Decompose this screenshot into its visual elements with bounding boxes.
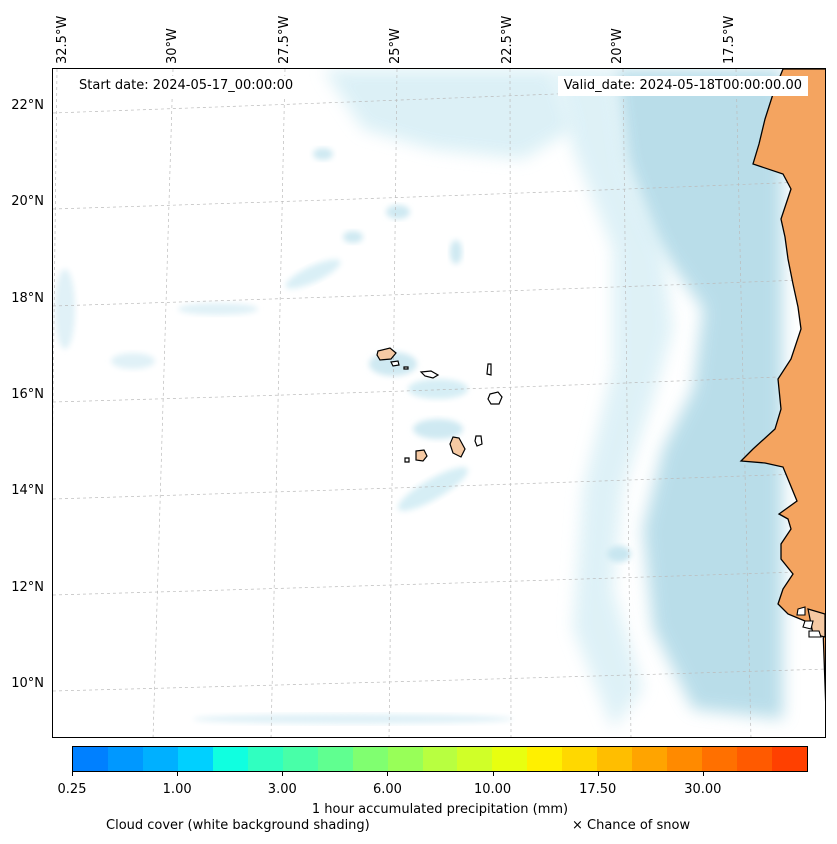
colorbar-tick-mark: [492, 772, 494, 776]
cloud-patch: [193, 714, 513, 724]
cloud-patch: [313, 148, 333, 160]
lat-label: 22°N: [11, 98, 44, 113]
island-sao-vicente: [390, 360, 400, 367]
cloud-patch: [398, 467, 468, 511]
colorbar-tick-label: 17.50: [579, 782, 617, 797]
map-canvas: [53, 69, 825, 737]
colorbar-segment: [632, 747, 668, 771]
island-boa-vista: [487, 391, 503, 405]
colorbar-segment: [702, 747, 738, 771]
colorbar-segment: [247, 747, 283, 771]
lon-label: 32.5°W: [55, 15, 70, 64]
cloud-cover-shading: [55, 69, 783, 729]
cloud-band-east-outer: [553, 69, 673, 729]
cloud-north: [323, 69, 573, 159]
colorbar-tick-label: 10.00: [473, 782, 512, 797]
island-brava: [404, 457, 410, 463]
colorbar-segment: [177, 747, 213, 771]
colorbar-segment: [667, 747, 703, 771]
lat-label: 20°N: [11, 194, 44, 209]
cloud-cover-note: Cloud cover (white background shading): [106, 818, 370, 833]
colorbar-segment: [73, 747, 108, 771]
cloud-patch: [285, 259, 341, 289]
colorbar-tick-mark: [597, 772, 599, 776]
valid-date-label: Valid_date: 2024-05-18T00:00:00.00: [557, 76, 808, 96]
african-coastline: [739, 69, 825, 702]
cloud-patch: [386, 205, 410, 219]
cloud-patch: [450, 240, 462, 264]
colorbar-tick-label: 1.00: [162, 782, 192, 797]
colorbar-tick-mark: [387, 772, 389, 776]
lat-label: 14°N: [11, 483, 44, 498]
cloud-patch: [55, 269, 75, 349]
island-sao-nicolau: [419, 370, 440, 379]
lat-label: 18°N: [11, 291, 44, 306]
cloud-patch: [178, 303, 258, 315]
cape-verde-islands: [376, 347, 503, 463]
lon-label: 22.5°W: [500, 15, 515, 64]
colorbar-tick-label: 30.00: [684, 782, 722, 797]
lon-label: 25°W: [388, 28, 403, 64]
colorbar-tick-mark: [702, 772, 704, 776]
bijagos-island: [808, 630, 822, 638]
island-maio: [474, 435, 483, 447]
island-santa-luzia: [403, 366, 409, 370]
colorbar-segment: [142, 747, 178, 771]
cloud-band-east: [613, 69, 783, 719]
colorbar-segment: [212, 747, 248, 771]
colorbar-tick-mark: [282, 772, 284, 776]
colorbar-title: 1 hour accumulated precipitation (mm): [311, 802, 569, 817]
start-date-label: Start date: 2024-05-17_00:00:00: [73, 76, 300, 96]
colorbar-segment: [492, 747, 528, 771]
cloud-patch: [408, 379, 468, 399]
lat-label: 16°N: [11, 387, 44, 402]
island-santiago: [449, 436, 466, 458]
precipitation-colorbar: [72, 746, 808, 772]
colorbar-segment: [737, 747, 773, 771]
cloud-patch: [111, 353, 155, 369]
colorbar-segment: [282, 747, 318, 771]
colorbar-segment: [352, 747, 388, 771]
colorbar-segment: [457, 747, 493, 771]
colorbar-tick-label: 3.00: [267, 782, 297, 797]
lon-label: 17.5°W: [722, 15, 737, 64]
lon-label: 20°W: [610, 28, 625, 64]
colorbar-segment: [527, 747, 563, 771]
lat-label: 12°N: [11, 580, 44, 595]
colorbar-segment: [562, 747, 598, 771]
lon-label: 27.5°W: [277, 15, 292, 64]
colorbar-segment: [772, 747, 808, 771]
lon-label: 30°W: [165, 28, 180, 64]
cloud-patch: [607, 546, 631, 562]
cloud-patch: [343, 231, 363, 243]
bijagos-island: [802, 620, 814, 630]
colorbar-segment: [597, 747, 633, 771]
map-area: [52, 68, 826, 738]
island-sal: [486, 363, 492, 376]
colorbar-tick-label: 6.00: [372, 782, 402, 797]
island-fogo: [415, 449, 428, 462]
bijagos-island: [796, 606, 806, 616]
colorbar-segment: [422, 747, 458, 771]
colorbar-tick-label: 0.25: [57, 782, 87, 797]
cloud-patch: [413, 419, 463, 439]
colorbar-tick-mark: [177, 772, 179, 776]
lat-label: 10°N: [11, 676, 44, 691]
colorbar-tick-mark: [72, 772, 73, 776]
snow-chance-note: × Chance of snow: [572, 818, 691, 833]
graticule: [53, 69, 825, 737]
colorbar-segment: [317, 747, 353, 771]
colorbar-segment: [107, 747, 143, 771]
island-santo-antao: [376, 347, 397, 361]
colorbar-segment: [387, 747, 423, 771]
